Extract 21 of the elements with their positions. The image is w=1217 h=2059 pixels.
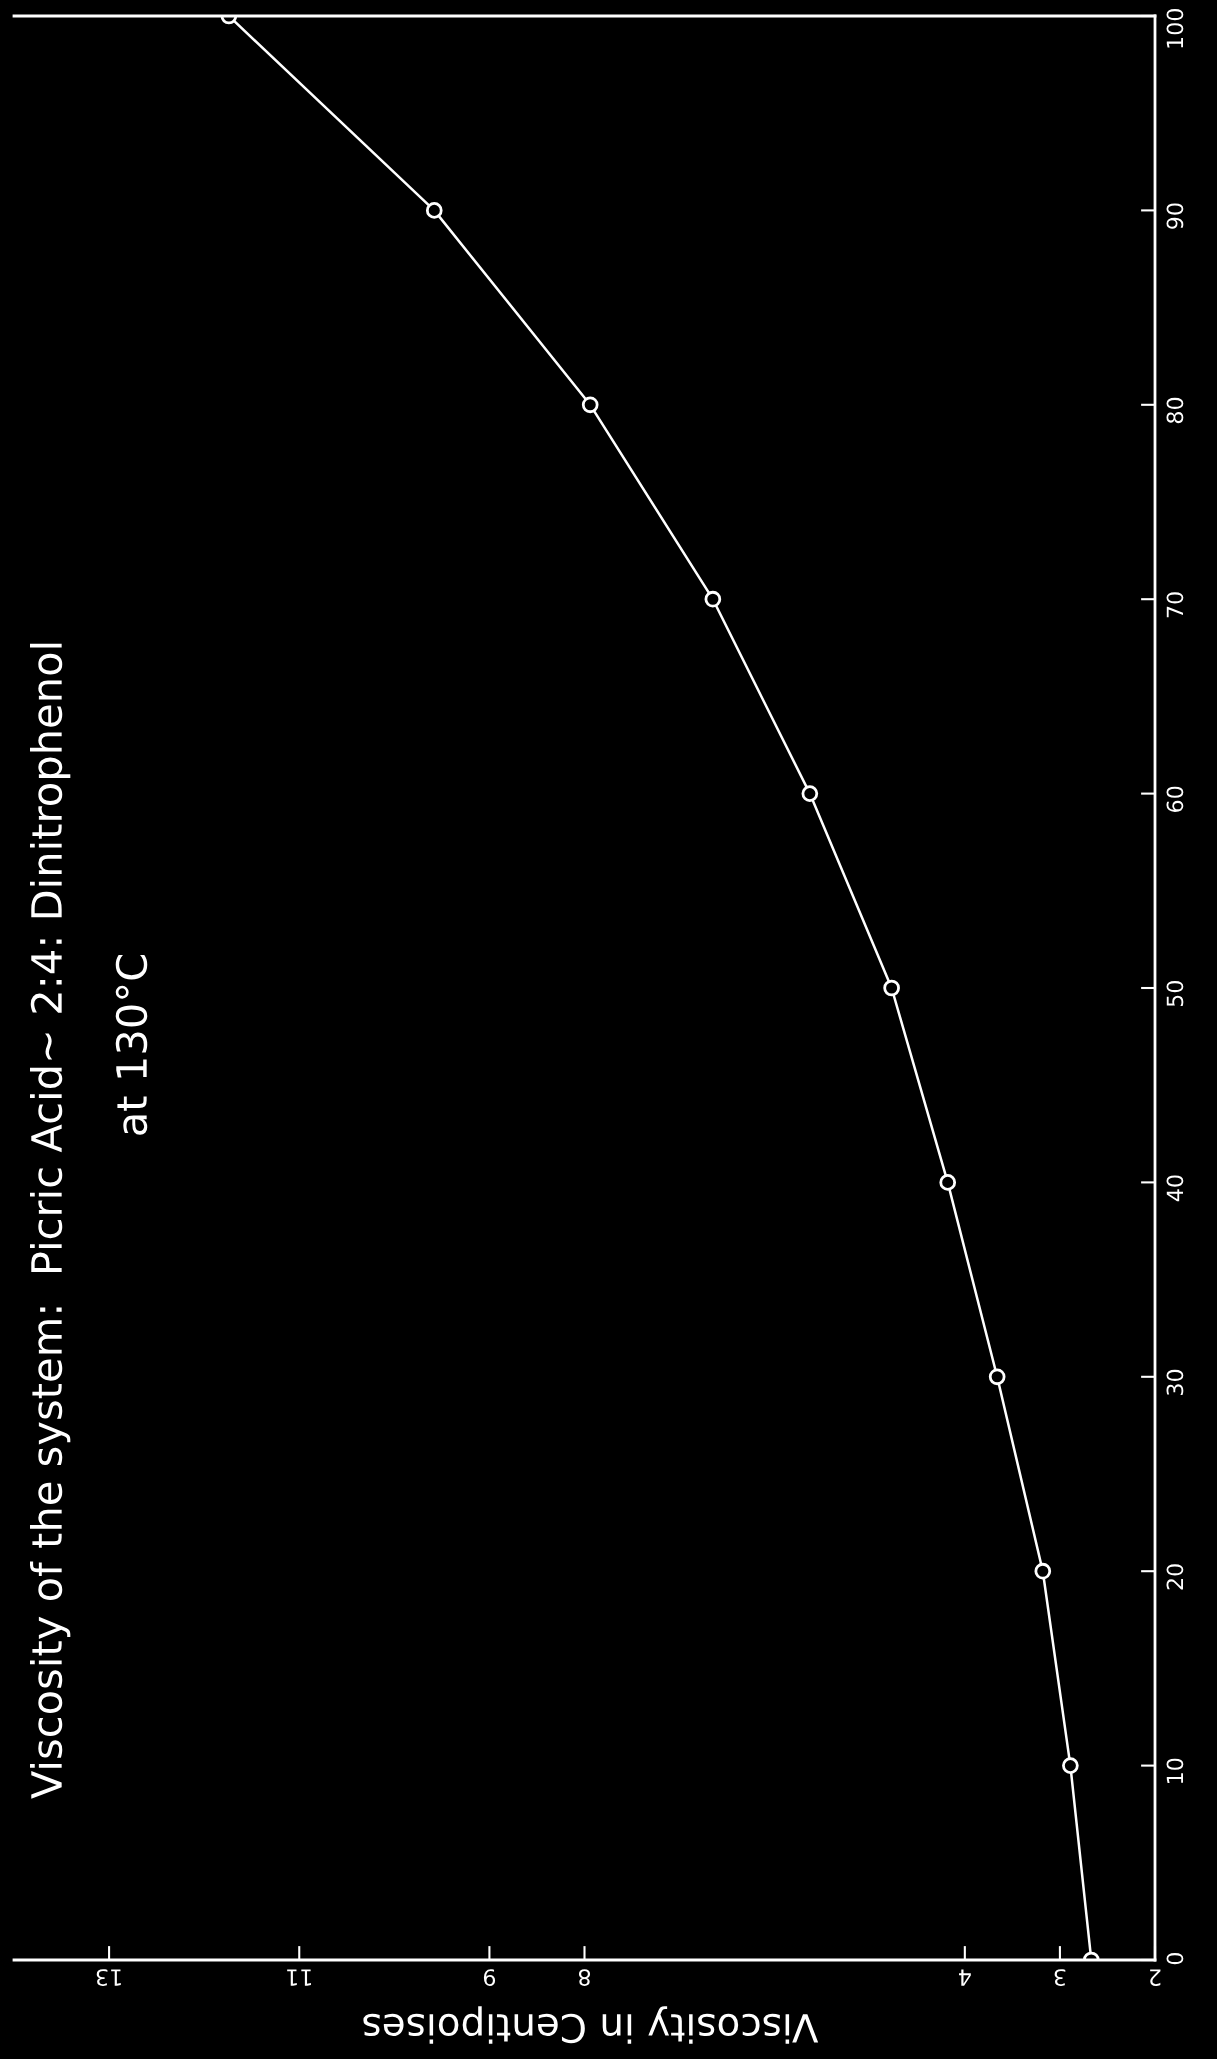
y-tick-label: 60	[1166, 786, 1184, 812]
x-tick-label: 3	[1054, 1969, 1066, 1986]
y-tick-label: 50	[1166, 981, 1184, 1007]
y-tick-label: 70	[1166, 592, 1184, 618]
text: at 130°C	[115, 954, 148, 1135]
y-tick-label: 90	[1166, 203, 1184, 229]
y-tick-label: 100	[1166, 9, 1184, 48]
y-tick-label: 40	[1166, 1175, 1184, 1202]
y-tick-label: 80	[1166, 397, 1184, 424]
x-tick-label: 8	[578, 1969, 591, 1986]
text: Viscosity of the system: Picric Acid~ 2:4: Dinitrophenol	[30, 643, 71, 1799]
y-tick-label: 10	[1166, 1758, 1184, 1783]
x-tick-label: 11	[287, 1969, 311, 1986]
x-tick-label: 2	[1150, 1969, 1161, 1986]
y-tick-label: 20	[1166, 1564, 1184, 1590]
x-tick-label: 13	[96, 1969, 121, 1986]
y-tick-label: 30	[1166, 1369, 1184, 1395]
x-axis-title: Viscosity in Centipoises	[363, 2006, 819, 2044]
y-tick-label: 0	[1166, 1953, 1184, 1965]
x-tick-label: 4	[959, 1969, 971, 1986]
x-tick-label: 9	[483, 1969, 496, 1986]
